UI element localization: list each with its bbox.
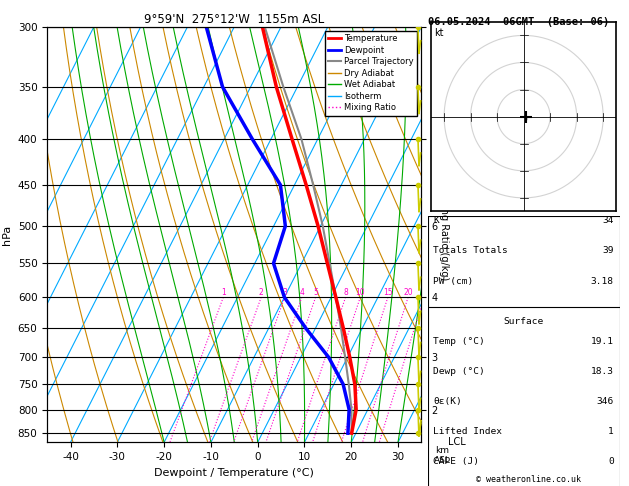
Text: Dewp (°C): Dewp (°C) <box>433 367 485 376</box>
Text: 8: 8 <box>343 288 348 297</box>
Text: 2: 2 <box>259 288 264 297</box>
Text: LCL: LCL <box>448 437 465 447</box>
Text: 3: 3 <box>282 288 287 297</box>
Text: 0: 0 <box>608 457 614 467</box>
Text: Surface: Surface <box>504 317 543 326</box>
Text: 3.18: 3.18 <box>591 277 614 286</box>
Text: 346: 346 <box>596 397 614 406</box>
Text: CAPE (J): CAPE (J) <box>433 457 479 467</box>
Text: Temp (°C): Temp (°C) <box>433 337 485 346</box>
Y-axis label: hPa: hPa <box>2 225 12 244</box>
Text: 34: 34 <box>603 216 614 226</box>
X-axis label: Dewpoint / Temperature (°C): Dewpoint / Temperature (°C) <box>154 468 314 478</box>
Text: Lifted Index: Lifted Index <box>433 427 503 436</box>
Text: Totals Totals: Totals Totals <box>433 246 508 256</box>
Text: 1: 1 <box>608 427 614 436</box>
Title: 9°59'N  275°12'W  1155m ASL: 9°59'N 275°12'W 1155m ASL <box>144 13 325 26</box>
Text: 10: 10 <box>355 288 365 297</box>
Text: 15: 15 <box>383 288 392 297</box>
Text: 20: 20 <box>403 288 413 297</box>
Text: θε(K): θε(K) <box>433 397 462 406</box>
Text: 06.05.2024  06GMT  (Base: 06): 06.05.2024 06GMT (Base: 06) <box>428 17 609 27</box>
Text: 19.1: 19.1 <box>591 337 614 346</box>
Text: 18.3: 18.3 <box>591 367 614 376</box>
Legend: Temperature, Dewpoint, Parcel Trajectory, Dry Adiabat, Wet Adiabat, Isotherm, Mi: Temperature, Dewpoint, Parcel Trajectory… <box>325 31 417 116</box>
Text: K: K <box>433 216 439 226</box>
Text: kt: kt <box>435 28 444 37</box>
Text: © weatheronline.co.uk: © weatheronline.co.uk <box>476 474 581 484</box>
Text: PW (cm): PW (cm) <box>433 277 474 286</box>
Text: 39: 39 <box>603 246 614 256</box>
Y-axis label: Mixing Ratio (g/kg): Mixing Ratio (g/kg) <box>438 189 448 280</box>
Text: 1: 1 <box>221 288 226 297</box>
Text: km
ASL: km ASL <box>433 447 450 465</box>
Text: 5: 5 <box>313 288 318 297</box>
Text: 4: 4 <box>299 288 304 297</box>
